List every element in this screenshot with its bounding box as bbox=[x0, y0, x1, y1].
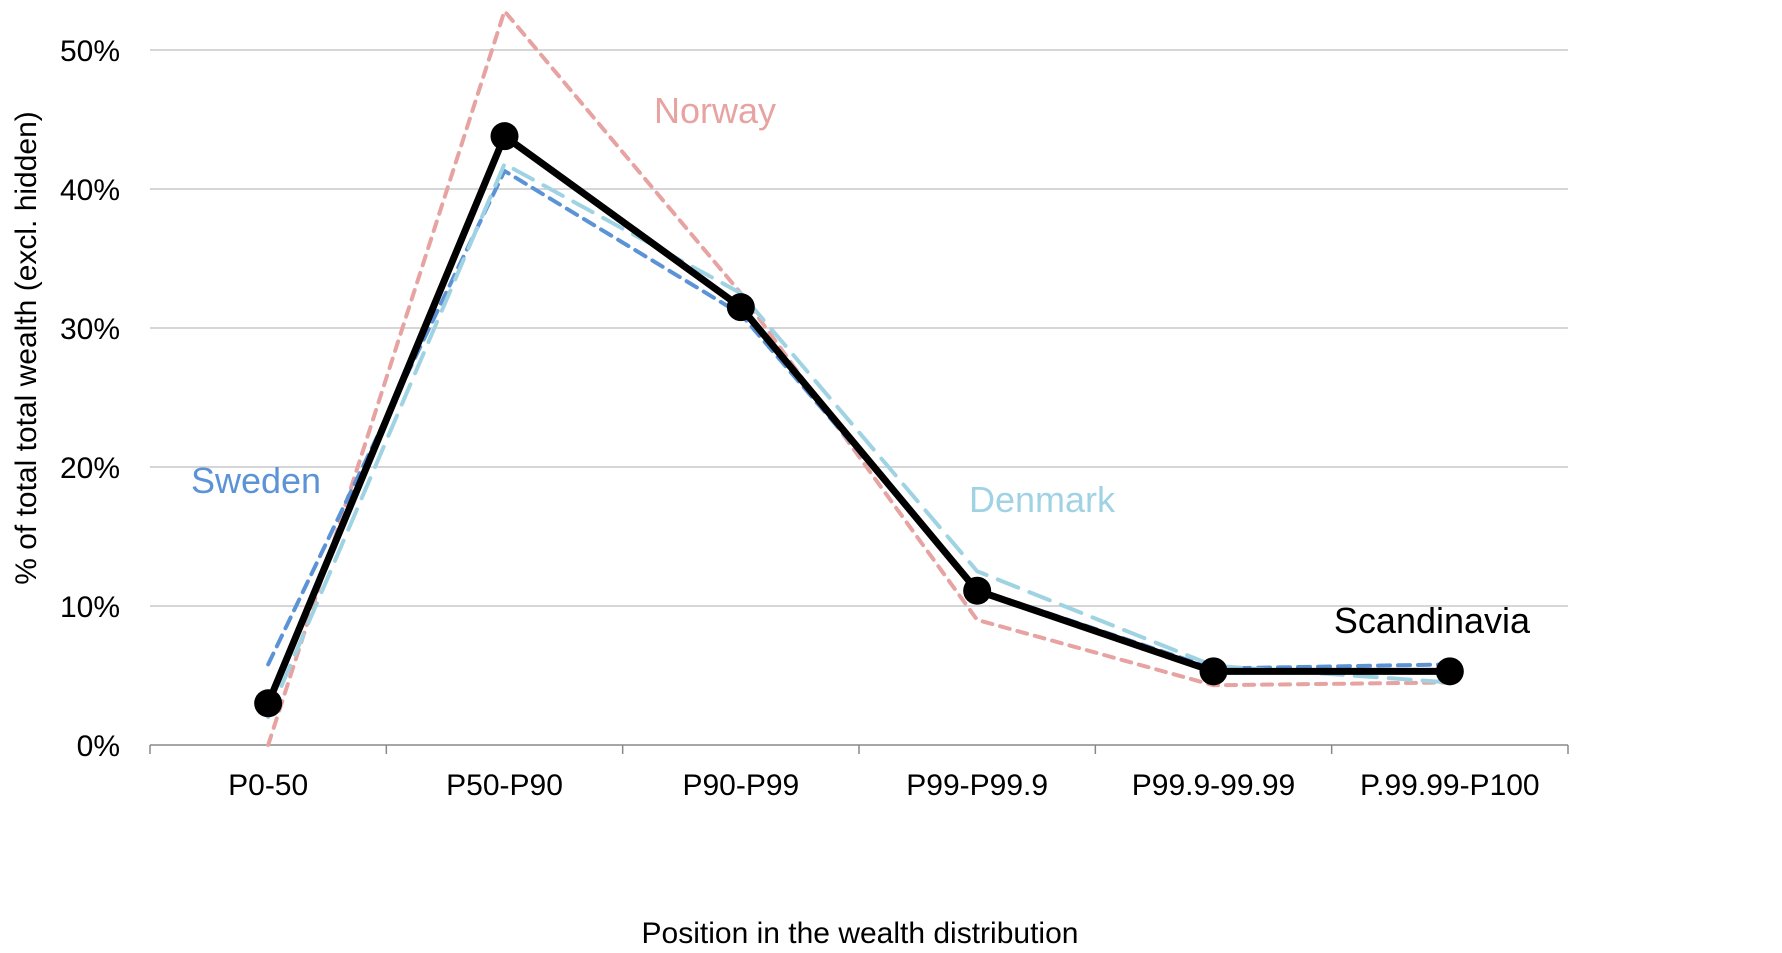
x-tick-label: P0-50 bbox=[228, 769, 308, 802]
x-tick-label: P50-P90 bbox=[446, 769, 563, 802]
x-tick-label: P99-P99.9 bbox=[906, 769, 1048, 802]
series-label-norway: Norway bbox=[654, 90, 776, 131]
series-line-scandinavia bbox=[264, 132, 1454, 707]
series-labels: Norway Sweden Denmark Scandinavia bbox=[191, 90, 1531, 641]
grid-lines bbox=[150, 49, 1568, 607]
series-line-sweden bbox=[266, 168, 1452, 671]
y-tick-label: 10% bbox=[60, 591, 120, 624]
x-axis-title: Position in the wealth distribution bbox=[642, 917, 1079, 950]
series-label-scandinavia: Scandinavia bbox=[1334, 600, 1531, 641]
data-point-scandinavia bbox=[254, 689, 283, 718]
data-point-scandinavia bbox=[490, 122, 519, 151]
y-axis-ticks: 0% 10% 20% 30% 40% 50% bbox=[60, 35, 120, 763]
y-tick-label: 30% bbox=[60, 313, 120, 346]
y-tick-label: 20% bbox=[60, 452, 120, 485]
y-tick-label: 0% bbox=[77, 730, 120, 763]
series-label-sweden: Sweden bbox=[191, 460, 321, 501]
data-point-scandinavia bbox=[1435, 657, 1464, 686]
series-line-norway bbox=[266, 9, 1452, 747]
series-line-denmark bbox=[266, 161, 1452, 720]
data-point-scandinavia bbox=[963, 576, 992, 605]
series-label-denmark: Denmark bbox=[969, 479, 1116, 520]
axes bbox=[149, 744, 1569, 754]
data-point-scandinavia bbox=[1199, 657, 1228, 686]
x-tick-label: P90-P99 bbox=[682, 769, 799, 802]
y-tick-label: 40% bbox=[60, 174, 120, 207]
x-tick-label: P99.9-99.99 bbox=[1132, 769, 1295, 802]
y-axis-title: % of total total wealth (excl. hidden) bbox=[10, 111, 43, 585]
x-axis-ticks: P0-50 P50-P90 P90-P99 P99-P99.9 P99.9-99.99 P… bbox=[228, 769, 1540, 802]
y-tick-label: 50% bbox=[60, 35, 120, 68]
x-tick-label: P.99.99-P100 bbox=[1360, 769, 1540, 802]
data-point-scandinavia bbox=[726, 293, 755, 322]
series-group bbox=[254, 9, 1464, 747]
